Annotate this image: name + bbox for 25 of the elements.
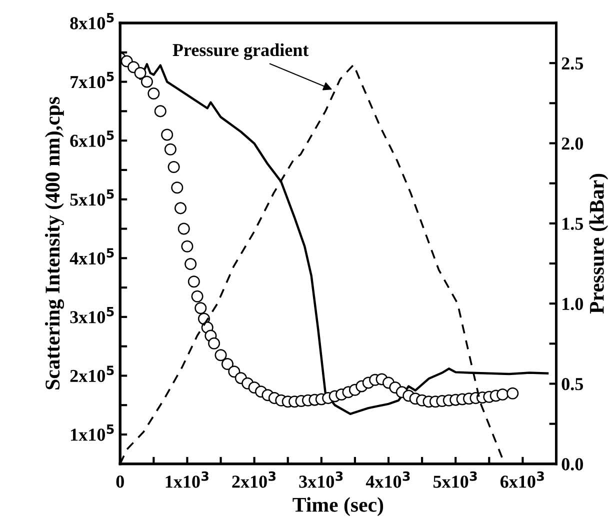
x-tick-label: 6x10$^{3}$ (500, 471, 544, 488)
y-tick-label: 4x10$^{5}$ (70, 248, 114, 264)
x-tick-label: 2x10$^{3}$ (232, 471, 276, 488)
y-tick-label: 5x10$^{5}$ (70, 189, 114, 206)
y-tick-label: 1x10$^{5}$ (71, 424, 114, 441)
y-tick-label: 8x10$^{5}$ (70, 13, 114, 30)
x-tick-label: 0 (116, 476, 124, 488)
x-tick-label: 4x10$^{3}$ (366, 471, 410, 488)
y2-tick-label: 1.5 (562, 218, 584, 230)
y2-tick-label: 2.5 (562, 57, 584, 70)
y-axis-title: Scattering Intensity (400 nm),cps (44, 96, 64, 390)
y-tick-label: 2x10$^{5}$ (70, 366, 114, 382)
y-tick-label: 7x10$^{5}$ (70, 72, 114, 88)
y2-tick-label: 1.0 (562, 298, 583, 310)
y2-tick-label: 0.0 (562, 458, 583, 470)
y2-tick-label: 0.5 (562, 378, 584, 390)
y-tick-label: 3x10$^{5}$ (70, 306, 114, 324)
y-tick-label: 6x10$^{5}$ (70, 130, 114, 147)
x-tick-label: 5x10$^{3}$ (433, 471, 477, 488)
x-tick-label: 1x10$^{3}$ (166, 471, 208, 488)
annotation: Pressure gradient (172, 43, 309, 60)
x-axis-title: Time (sec) (292, 497, 384, 516)
x-tick-label: 3x10$^{3}$ (299, 471, 343, 488)
y2-tick-label: 2.0 (562, 138, 583, 150)
y2-axis-title: Pressure (kBar) (589, 174, 608, 314)
